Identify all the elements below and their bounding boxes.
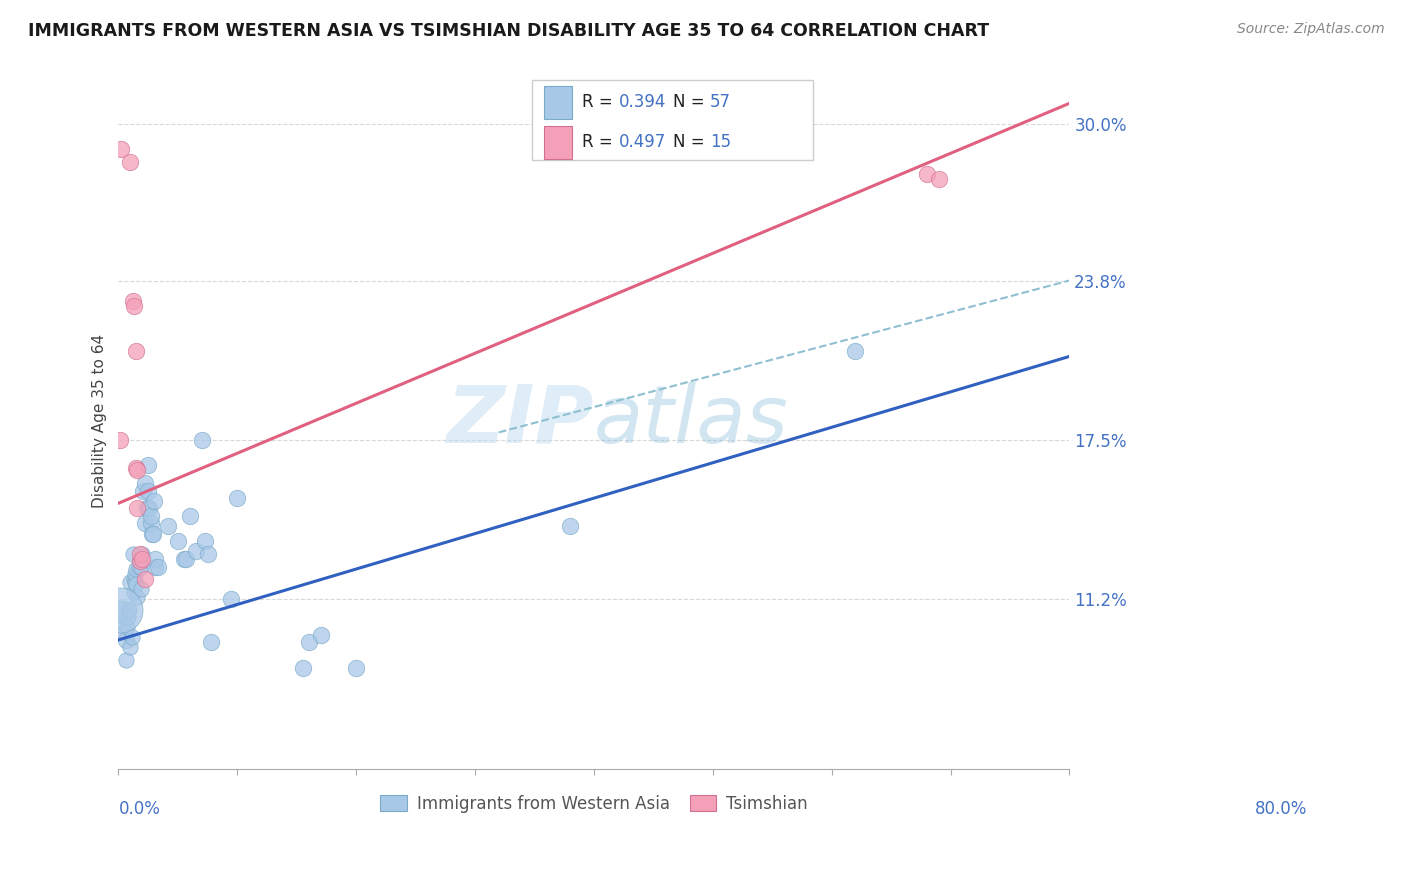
Point — [112, 625, 135, 640]
Point — [139, 516, 162, 531]
Point — [129, 559, 152, 574]
Point — [131, 552, 153, 566]
Text: Source: ZipAtlas.com: Source: ZipAtlas.com — [1237, 22, 1385, 37]
Point — [134, 475, 156, 490]
Point — [131, 547, 153, 561]
Point — [111, 605, 134, 619]
Point — [121, 293, 143, 308]
Point — [146, 559, 169, 574]
Point — [124, 574, 146, 589]
Point — [184, 544, 207, 558]
Point — [194, 534, 217, 549]
Point — [309, 628, 332, 642]
Point — [129, 582, 152, 597]
Point — [134, 516, 156, 531]
Point — [121, 547, 143, 561]
Point — [117, 610, 139, 624]
Point — [120, 640, 142, 655]
Text: 0.394: 0.394 — [619, 94, 666, 112]
Point — [125, 460, 148, 475]
Point — [120, 154, 142, 169]
Point — [128, 559, 150, 574]
Point — [344, 661, 367, 675]
Point — [167, 534, 190, 549]
Point — [291, 661, 314, 675]
Point — [143, 493, 166, 508]
Point — [173, 552, 195, 566]
Point — [136, 501, 159, 516]
Point — [127, 463, 149, 477]
Point — [114, 632, 136, 647]
Point — [118, 602, 141, 616]
Point — [136, 483, 159, 498]
Point — [844, 344, 866, 359]
Point — [128, 554, 150, 568]
Point — [110, 142, 132, 156]
Y-axis label: Disability Age 35 to 64: Disability Age 35 to 64 — [93, 334, 107, 508]
Point — [121, 631, 143, 645]
Text: N =: N = — [673, 134, 710, 152]
Point — [115, 620, 138, 634]
Point — [143, 559, 166, 574]
Point — [190, 433, 212, 447]
Point — [132, 483, 155, 498]
Point — [134, 572, 156, 586]
Point — [915, 167, 938, 181]
Point — [143, 552, 166, 566]
Point — [928, 172, 950, 186]
Point — [108, 433, 131, 447]
Point — [141, 526, 163, 541]
Text: 0.0%: 0.0% — [118, 800, 160, 818]
FancyBboxPatch shape — [544, 86, 572, 119]
Text: R =: R = — [582, 134, 617, 152]
Point — [127, 501, 149, 516]
Point — [560, 519, 582, 533]
Point — [125, 577, 148, 591]
Point — [221, 592, 243, 607]
Point — [138, 501, 160, 516]
Text: 15: 15 — [710, 134, 731, 152]
Text: ZIP: ZIP — [447, 382, 593, 460]
Point — [200, 635, 222, 649]
Text: R =: R = — [582, 94, 617, 112]
Point — [122, 572, 145, 586]
Point — [179, 508, 201, 523]
Legend: Immigrants from Western Asia, Tsimshian: Immigrants from Western Asia, Tsimshian — [373, 789, 814, 820]
Point — [197, 547, 219, 561]
FancyBboxPatch shape — [531, 80, 813, 160]
Text: 57: 57 — [710, 94, 731, 112]
Point — [157, 519, 180, 533]
Point — [128, 547, 150, 561]
Point — [114, 653, 136, 667]
Point — [108, 602, 131, 616]
Point — [174, 552, 197, 566]
Text: IMMIGRANTS FROM WESTERN ASIA VS TSIMSHIAN DISABILITY AGE 35 TO 64 CORRELATION CH: IMMIGRANTS FROM WESTERN ASIA VS TSIMSHIA… — [28, 22, 990, 40]
Text: N =: N = — [673, 94, 710, 112]
Point — [127, 590, 149, 604]
FancyBboxPatch shape — [544, 126, 572, 159]
Text: atlas: atlas — [593, 382, 789, 460]
Text: 0.497: 0.497 — [619, 134, 666, 152]
Point — [120, 574, 142, 589]
Point — [298, 635, 321, 649]
Point — [142, 526, 165, 541]
Point — [226, 491, 249, 505]
Point — [124, 567, 146, 582]
Point — [128, 554, 150, 568]
Text: 80.0%: 80.0% — [1254, 800, 1308, 818]
Point — [122, 299, 145, 313]
Point — [139, 508, 162, 523]
Point — [125, 344, 148, 359]
Point — [125, 562, 148, 576]
Point — [122, 584, 145, 599]
Point — [136, 458, 159, 473]
